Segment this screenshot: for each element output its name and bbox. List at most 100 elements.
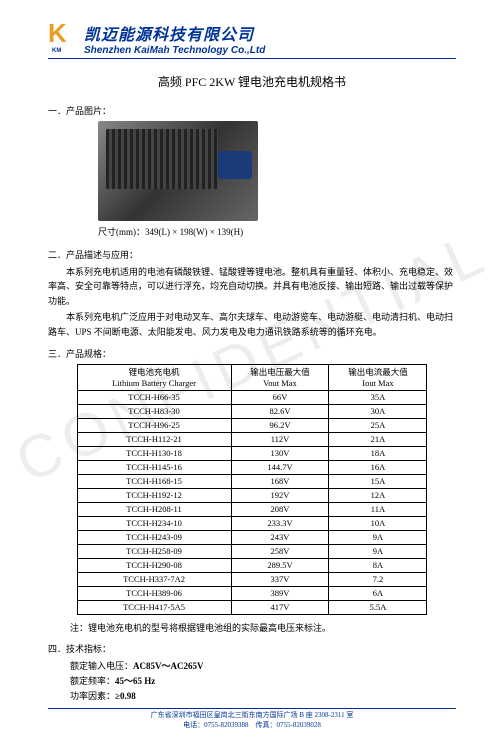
tech2-value: 45～65 Hz: [115, 676, 155, 686]
table-cell: TCCH-H337-7A2: [77, 572, 231, 586]
tech3-value: ≥0.98: [115, 691, 136, 701]
table-row: TCCH-H130-18130V18A: [77, 446, 427, 460]
table-cell: TCCH-H96-25: [77, 418, 231, 432]
table-cell: TCCH-H83-30: [77, 404, 231, 418]
table-cell: 208V: [231, 502, 329, 516]
desc-p2: 本系列充电机广泛应用于对电动叉车、高尔夫球车、电动游览车、电动游艇、电动清扫机、…: [48, 310, 456, 339]
product-image: [98, 121, 258, 221]
table-cell: 389V: [231, 586, 329, 600]
section-3-label: 三．产品规格：: [48, 347, 456, 360]
table-cell: 10A: [329, 516, 427, 530]
table-cell: TCCH-H66-35: [77, 390, 231, 404]
table-cell: 7.2: [329, 572, 427, 586]
table-cell: 6A: [329, 586, 427, 600]
table-cell: 18A: [329, 446, 427, 460]
page: K KM 凯迈能源科技有限公司 Shenzhen KaiMah Technolo…: [0, 0, 504, 741]
footer: 广东省深圳市福田区皇岗北三街东南方国际广场 B 座 2308-2311 室 电话…: [48, 708, 456, 731]
table-cell: TCCH-H145-16: [77, 460, 231, 474]
table-cell: 243V: [231, 530, 329, 544]
logo-sub: KM: [52, 48, 61, 54]
table-cell: 417V: [231, 600, 329, 614]
tech1-value: AC85V～AC265V: [133, 661, 204, 671]
footer-tel: 0755-82039388: [204, 721, 248, 729]
table-cell: TCCH-H208-11: [77, 502, 231, 516]
footer-fax-label: 传真：: [256, 721, 277, 729]
dims-label: 尺寸(mm)：: [98, 227, 145, 237]
company-name-en: Shenzhen KaiMah Technology Co.,Ltd: [84, 45, 265, 56]
table-cell: 8A: [329, 558, 427, 572]
col-iout-zh: 输出电流最大值: [333, 366, 422, 378]
footer-addr: 广东省深圳市福田区皇岗北三街东南方国际广场 B 座 2308-2311 室: [151, 711, 354, 719]
table-row: TCCH-H337-7A2337V7.2: [77, 572, 427, 586]
table-row: TCCH-H258-09258V9A: [77, 544, 427, 558]
dims-value: 349(L) × 198(W) × 139(H): [145, 227, 243, 237]
table-cell: 289.5V: [231, 558, 329, 572]
table-cell: TCCH-H192-12: [77, 488, 231, 502]
footer-fax: 0755-82039028: [277, 721, 321, 729]
table-cell: 258V: [231, 544, 329, 558]
company-name-zh: 凯迈能源科技有限公司: [84, 21, 265, 45]
logo: K KM: [48, 20, 78, 52]
spec-table: 锂电池充电机 Lithium Battery Charger 输出电压最大值 V…: [77, 364, 428, 615]
header: K KM 凯迈能源科技有限公司 Shenzhen KaiMah Technolo…: [48, 20, 456, 59]
table-cell: TCCH-H234-10: [77, 516, 231, 530]
table-cell: TCCH-H290-08: [77, 558, 231, 572]
table-row: TCCH-H192-12192V12A: [77, 488, 427, 502]
table-cell: TCCH-H130-18: [77, 446, 231, 460]
table-row: TCCH-H145-16144.7V16A: [77, 460, 427, 474]
table-cell: 12A: [329, 488, 427, 502]
col-model-zh: 锂电池充电机: [82, 366, 227, 378]
table-cell: TCCH-H389-06: [77, 586, 231, 600]
table-row: TCCH-H96-2596.2V25A: [77, 418, 427, 432]
col-iout: 输出电流最大值 Iout Max: [329, 364, 427, 390]
tech-line-1: 额定输入电压：AC85V～AC265V: [70, 659, 456, 672]
table-row: TCCH-H66-3566V35A: [77, 390, 427, 404]
table-cell: 144.7V: [231, 460, 329, 474]
header-text: 凯迈能源科技有限公司 Shenzhen KaiMah Technology Co…: [84, 20, 265, 56]
table-row: TCCH-H389-06389V6A: [77, 586, 427, 600]
footer-tel-label: 电话：: [183, 721, 204, 729]
section-4-label: 四．技术指标：: [48, 642, 456, 655]
tech-line-3: 功率因素：≥0.98: [70, 689, 456, 702]
table-row: TCCH-H168-15168V15A: [77, 474, 427, 488]
tech3-label: 功率因素：: [70, 691, 115, 701]
col-iout-en: Iout Max: [333, 378, 422, 388]
table-row: TCCH-H83-3082.6V30A: [77, 404, 427, 418]
tech2-label: 额定频率：: [70, 676, 115, 686]
table-note: 注：锂电池充电机的型号将根据锂电池组的实际最高电压来标注。: [70, 621, 456, 634]
tech1-label: 额定输入电压：: [70, 661, 133, 671]
table-cell: 130V: [231, 446, 329, 460]
table-cell: 9A: [329, 530, 427, 544]
section-1-label: 一．产品图片：: [48, 104, 456, 117]
tech-line-2: 额定频率：45～65 Hz: [70, 674, 456, 687]
table-row: TCCH-H417-5A5417V5.5A: [77, 600, 427, 614]
table-cell: 16A: [329, 460, 427, 474]
table-cell: 21A: [329, 432, 427, 446]
logo-letter: K: [48, 20, 78, 46]
table-cell: 35A: [329, 390, 427, 404]
table-cell: TCCH-H112-21: [77, 432, 231, 446]
desc-p1: 本系列充电机适用的电池有磷酸铁锂、锰酸锂等锂电池。整机具有重量轻、体积小、充电稳…: [48, 265, 456, 308]
col-model: 锂电池充电机 Lithium Battery Charger: [77, 364, 231, 390]
table-cell: 82.6V: [231, 404, 329, 418]
col-vout: 输出电压最大值 Vout Max: [231, 364, 329, 390]
table-cell: TCCH-H168-15: [77, 474, 231, 488]
table-row: TCCH-H290-08289.5V8A: [77, 558, 427, 572]
table-cell: 337V: [231, 572, 329, 586]
table-cell: 96.2V: [231, 418, 329, 432]
table-cell: 11A: [329, 502, 427, 516]
table-cell: 112V: [231, 432, 329, 446]
spec-tbody: TCCH-H66-3566V35ATCCH-H83-3082.6V30ATCCH…: [77, 390, 427, 614]
table-row: TCCH-H234-10233.3V10A: [77, 516, 427, 530]
table-cell: 25A: [329, 418, 427, 432]
table-cell: 30A: [329, 404, 427, 418]
table-row: TCCH-H208-11208V11A: [77, 502, 427, 516]
section-2-label: 二．产品描述与应用：: [48, 248, 456, 261]
col-model-en: Lithium Battery Charger: [82, 378, 227, 388]
table-cell: TCCH-H417-5A5: [77, 600, 231, 614]
col-vout-zh: 输出电压最大值: [236, 366, 325, 378]
table-cell: TCCH-H258-09: [77, 544, 231, 558]
table-cell: 5.5A: [329, 600, 427, 614]
table-cell: 168V: [231, 474, 329, 488]
table-cell: 66V: [231, 390, 329, 404]
